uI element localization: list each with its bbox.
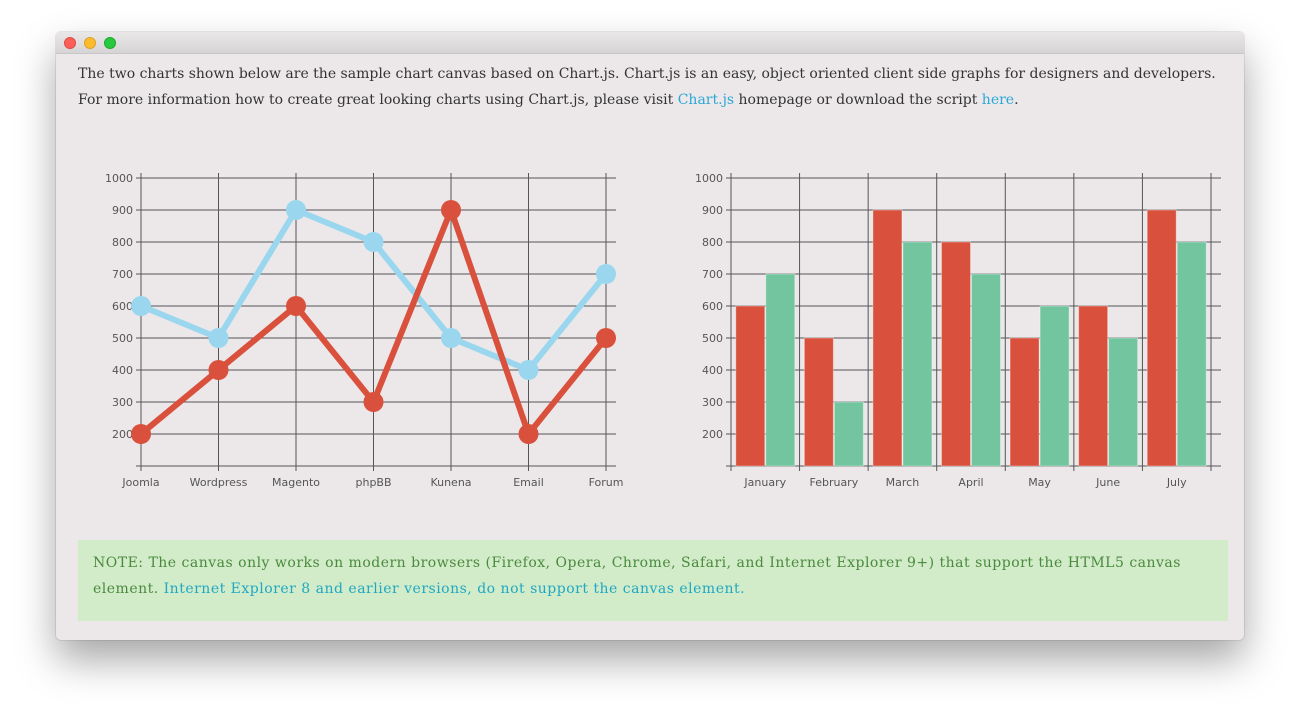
intro-line-2-end: . — [1014, 92, 1019, 108]
x-tick-label: April — [958, 476, 983, 489]
y-tick-label: 400 — [702, 364, 723, 377]
x-tick-label: Magento — [272, 476, 320, 489]
bar-series-2 — [1039, 305, 1070, 467]
x-tick-label: Joomla — [121, 476, 159, 489]
zoom-window-button[interactable] — [104, 37, 116, 49]
y-tick-label: 200 — [112, 428, 133, 441]
note-text: NOTE: The canvas only works on modern br… — [93, 555, 1181, 597]
bar-series-1 — [735, 305, 766, 467]
x-tick-label: March — [886, 476, 920, 489]
y-tick-label: 300 — [112, 396, 133, 409]
intro-line-2-start: For more information how to create great… — [78, 92, 678, 108]
browser-support-note: NOTE: The canvas only works on modern br… — [78, 540, 1228, 621]
y-tick-label: 700 — [112, 268, 133, 281]
y-tick-label: 1000 — [695, 172, 723, 185]
title-bar — [56, 32, 1244, 54]
data-point-series-1 — [596, 264, 616, 284]
x-tick-label: Kunena — [430, 476, 471, 489]
data-point-series-2 — [131, 424, 151, 444]
bar-series-1 — [1146, 209, 1177, 467]
data-point-series-2 — [363, 392, 384, 412]
bar-series-1 — [1078, 305, 1109, 467]
download-script-link[interactable]: here — [981, 92, 1015, 108]
y-tick-label: 600 — [112, 300, 133, 313]
bar-series-1 — [1009, 337, 1040, 467]
x-tick-label: Forum — [589, 476, 624, 489]
y-tick-label: 700 — [702, 268, 723, 281]
x-tick-label: May — [1028, 476, 1051, 489]
data-point-series-2 — [596, 328, 616, 348]
bar-series-2 — [833, 401, 864, 467]
y-tick-label: 900 — [702, 204, 723, 217]
y-tick-label: 500 — [112, 332, 133, 345]
browser-window: The two charts shown below are the sampl… — [56, 32, 1244, 640]
bar-series-1 — [872, 209, 903, 467]
y-tick-label: 900 — [112, 204, 133, 217]
y-tick-label: 400 — [112, 364, 133, 377]
y-tick-label: 500 — [702, 332, 723, 345]
data-point-series-1 — [363, 232, 384, 252]
data-point-series-1 — [286, 200, 306, 220]
data-point-series-2 — [441, 200, 461, 220]
x-tick-label: July — [1166, 476, 1187, 489]
data-point-series-2 — [208, 360, 229, 380]
data-point-series-1 — [131, 296, 151, 316]
x-tick-label: phpBB — [355, 476, 391, 489]
x-tick-label: January — [743, 476, 786, 489]
close-window-button[interactable] — [64, 37, 76, 49]
x-tick-label: February — [809, 476, 858, 489]
bar-series-1 — [941, 241, 971, 467]
bar-series-2 — [971, 273, 1001, 467]
y-tick-label: 800 — [702, 236, 723, 249]
y-tick-label: 600 — [702, 300, 723, 313]
data-point-series-2 — [518, 424, 539, 444]
data-point-series-2 — [286, 296, 306, 316]
data-point-series-1 — [441, 328, 461, 348]
ie8-support-link[interactable]: Internet Explorer 8 and earlier versions… — [163, 581, 746, 597]
bar-series-2 — [1108, 337, 1139, 467]
intro-line-1: The two charts shown below are the sampl… — [78, 66, 1216, 82]
data-point-series-1 — [518, 360, 539, 380]
line-chart: 200 300 400 500 600 700 800 900 1000 Joomla Wordpr… — [106, 172, 624, 489]
bar-series-2 — [1176, 241, 1207, 467]
x-tick-label: June — [1095, 476, 1120, 489]
bar-series-2 — [765, 273, 796, 467]
y-tick-label: 1000 — [106, 172, 133, 185]
minimize-window-button[interactable] — [84, 37, 96, 49]
intro-paragraph: The two charts shown below are the sampl… — [78, 61, 1228, 113]
y-tick-label: 800 — [112, 236, 133, 249]
chartjs-link[interactable]: Chart.js — [677, 92, 735, 108]
bar-chart: 200 300 400 500 600 700 800 900 1000 January Febru… — [695, 172, 1221, 489]
data-point-series-1 — [208, 328, 229, 348]
x-tick-label: Email — [513, 476, 544, 489]
intro-line-2-middle: homepage or download the script — [734, 92, 982, 108]
x-tick-label: Wordpress — [190, 476, 248, 489]
y-tick-label: 200 — [702, 428, 723, 441]
bar-series-2 — [902, 241, 933, 467]
bar-series-1 — [803, 337, 834, 467]
y-tick-label: 300 — [702, 396, 723, 409]
